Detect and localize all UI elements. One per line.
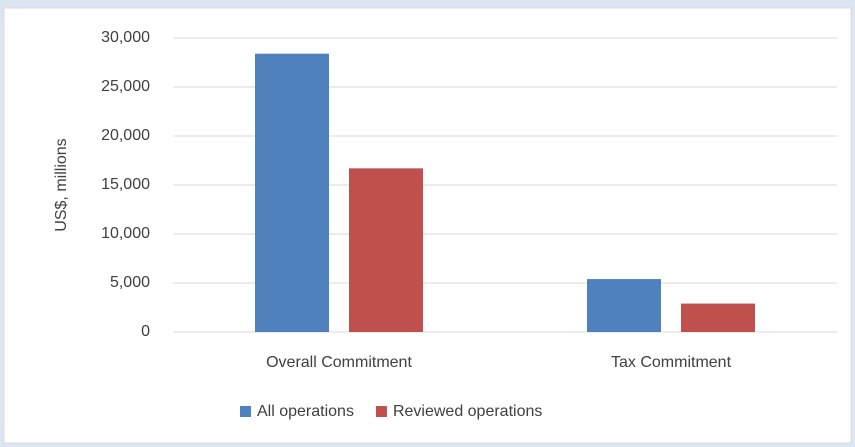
- x-tick-label: Overall Commitment: [266, 354, 412, 371]
- y-tick-label: 0: [141, 323, 150, 340]
- y-tick-label: 10,000: [101, 225, 150, 242]
- x-tick-label: Tax Commitment: [611, 354, 732, 371]
- y-axis-label: US$, millions: [53, 138, 70, 231]
- chart-area: [3, 7, 852, 444]
- y-tick-label: 15,000: [101, 176, 150, 193]
- y-tick-label: 30,000: [101, 29, 150, 46]
- bar: [255, 53, 329, 333]
- legend-swatch: [240, 406, 251, 417]
- y-tick-label: 25,000: [101, 78, 150, 95]
- bar: [349, 168, 423, 332]
- bar: [681, 303, 755, 332]
- y-tick-label: 20,000: [101, 127, 150, 144]
- legend-label: All operations: [257, 403, 354, 420]
- legend-label: Reviewed operations: [393, 403, 542, 420]
- bar: [587, 279, 661, 332]
- y-tick-label: 5,000: [110, 274, 150, 291]
- legend-swatch: [375, 406, 387, 417]
